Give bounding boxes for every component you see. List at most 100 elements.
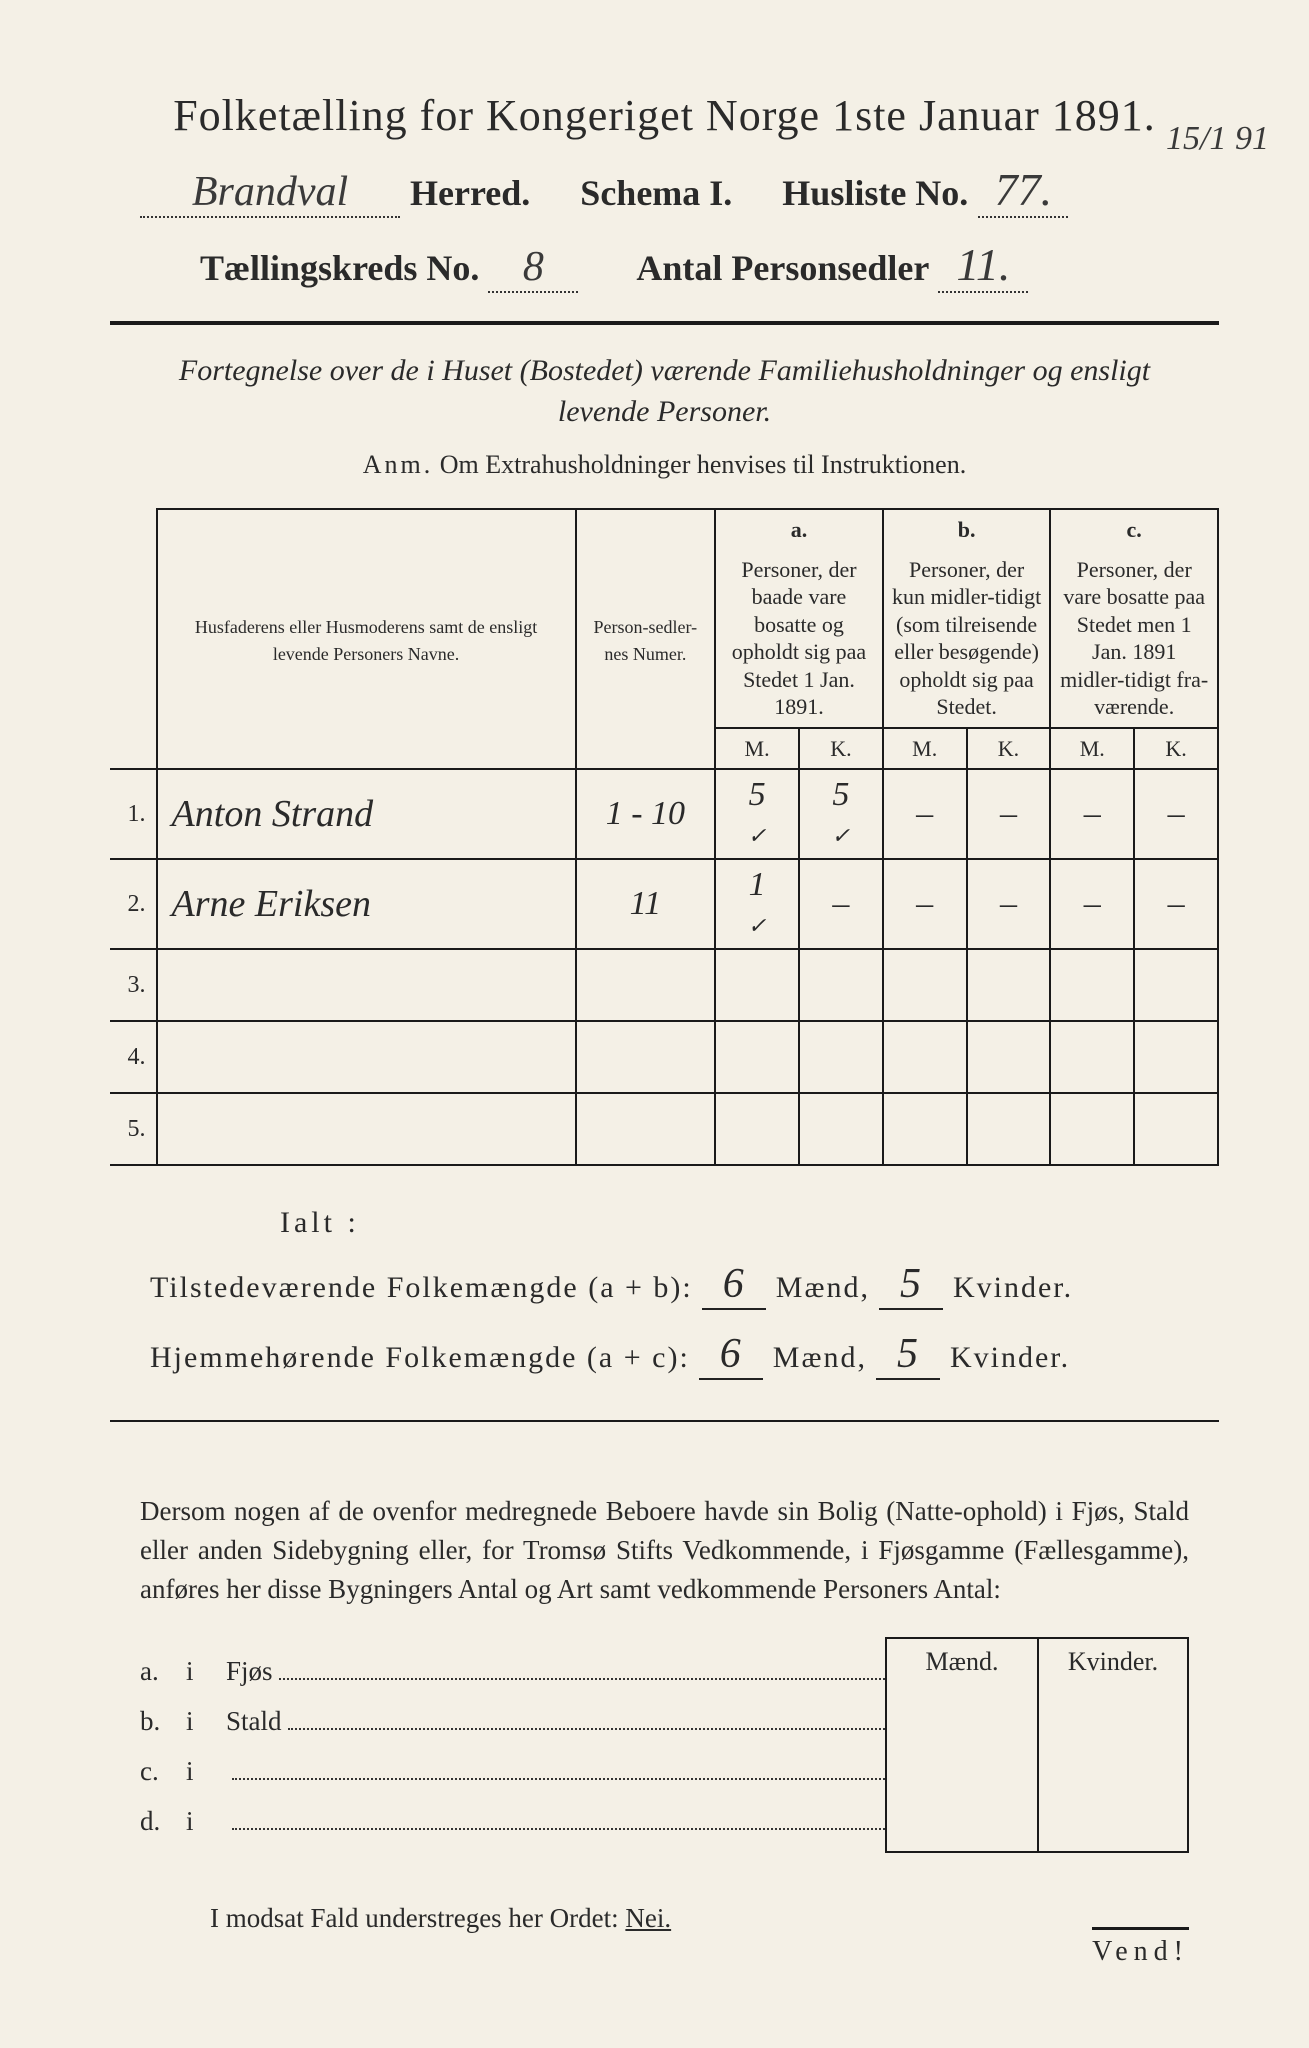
row-num — [576, 949, 716, 1021]
cell-cM — [1050, 949, 1134, 1021]
divider — [110, 321, 1219, 325]
col-c-M: M. — [1050, 728, 1134, 770]
cell-bK: – — [967, 859, 1051, 949]
cell-aM — [715, 1093, 799, 1165]
present-K: 5 — [879, 1260, 943, 1310]
cell-aM: 5✓ — [715, 769, 799, 859]
side-i: i — [186, 1656, 226, 1687]
cell-bK — [967, 949, 1051, 1021]
cell-bM: – — [883, 859, 967, 949]
col-c-K: K. — [1134, 728, 1218, 770]
kreds-value: 8 — [488, 243, 578, 293]
cell-aK — [799, 1021, 883, 1093]
col-num-head: Person-sedler-nes Numer. — [576, 509, 716, 769]
col-b-M: M. — [883, 728, 967, 770]
dotted-line — [279, 1653, 885, 1680]
present-M: 6 — [702, 1260, 766, 1310]
table-row: 2. Arne Eriksen 11 1✓ – – – – – — [110, 859, 1218, 949]
cell-bK — [967, 1021, 1051, 1093]
row-name: Anton Strand — [157, 769, 576, 859]
cell-cK — [1134, 1093, 1218, 1165]
side-head-K: Kvinder. — [1037, 1639, 1187, 1851]
page-title: Folketælling for Kongeriget Norge 1ste J… — [110, 90, 1219, 141]
cell-aK: – — [799, 859, 883, 949]
schema-label: Schema I. — [580, 172, 732, 214]
side-row: b. i Stald — [140, 1703, 885, 1737]
side-row: d. i — [140, 1803, 885, 1837]
side-i: i — [186, 1706, 226, 1737]
resident-label: Hjemmehørende Folkemængde (a + c): — [150, 1341, 690, 1374]
cell-bM — [883, 1093, 967, 1165]
row-idx: 4. — [110, 1021, 157, 1093]
side-building-paragraph: Dersom nogen af de ovenfor medregnede Be… — [110, 1492, 1219, 1609]
totals-row-present: Tilstedeværende Folkemængde (a + b): 6 M… — [150, 1260, 1219, 1310]
cell-cK: – — [1134, 859, 1218, 949]
header-line-herred: Brandval Herred. Schema I. Husliste No. … — [110, 163, 1219, 218]
side-left: a. i Fjøs b. i Stald c. i d. i — [140, 1637, 885, 1853]
row-idx: 2. — [110, 859, 157, 949]
antal-value: 11. — [938, 238, 1028, 293]
table-row: 3. — [110, 949, 1218, 1021]
cell-bM — [883, 949, 967, 1021]
cell-aM — [715, 949, 799, 1021]
row-name — [157, 1093, 576, 1165]
col-a-text: Personer, der baade vare bosatte og opho… — [715, 550, 883, 728]
row-num — [576, 1093, 716, 1165]
cell-aK — [799, 949, 883, 1021]
side-lab: a. — [140, 1656, 186, 1687]
side-right: Mænd. Kvinder. — [885, 1637, 1189, 1853]
row-name — [157, 1021, 576, 1093]
modsat-text: I modsat Fald understreges her Ordet: — [210, 1903, 619, 1933]
nei-word: Nei. — [625, 1903, 671, 1933]
divider — [110, 1420, 1219, 1422]
husliste-label: Husliste No. — [782, 172, 968, 214]
row-num: 1 - 10 — [576, 769, 716, 859]
anm-text: Om Extrahusholdninger henvises til Instr… — [440, 450, 966, 479]
cell-aK — [799, 1093, 883, 1165]
cell-cM: – — [1050, 769, 1134, 859]
row-num — [576, 1021, 716, 1093]
side-row: c. i — [140, 1753, 885, 1787]
totals-block: Ialt : Tilstedeværende Folkemængde (a + … — [110, 1206, 1219, 1380]
col-b-text: Personer, der kun midler-tidigt (som til… — [883, 550, 1051, 728]
vend-label: Vend! — [1092, 1927, 1189, 1968]
col-c-label: c. — [1050, 509, 1218, 550]
desc-line1: Fortegnelse over de i Huset (Bostedet) v… — [179, 354, 1150, 387]
col-a-label: a. — [715, 509, 883, 550]
row-name: Arne Eriksen — [157, 859, 576, 949]
herred-value: Brandval — [140, 168, 400, 218]
resident-K: 5 — [876, 1330, 940, 1380]
cell-aM — [715, 1021, 799, 1093]
cell-cK — [1134, 949, 1218, 1021]
cell-cM: – — [1050, 859, 1134, 949]
cell-cM — [1050, 1021, 1134, 1093]
row-num: 11 — [576, 859, 716, 949]
side-i: i — [186, 1756, 226, 1787]
row-name — [157, 949, 576, 1021]
table-row: 4. — [110, 1021, 1218, 1093]
cell-bM — [883, 1021, 967, 1093]
cell-bK: – — [967, 769, 1051, 859]
col-a-K: K. — [799, 728, 883, 770]
ialt-label: Ialt : — [280, 1206, 1219, 1240]
side-lab: b. — [140, 1706, 186, 1737]
kreds-label: Tællingskreds No. — [200, 248, 479, 288]
kvinder-label: Kvinder. — [953, 1271, 1073, 1304]
totals-row-resident: Hjemmehørende Folkemængde (a + c): 6 Mæn… — [150, 1330, 1219, 1380]
dotted-line — [232, 1753, 885, 1780]
side-building-table: a. i Fjøs b. i Stald c. i d. i — [110, 1637, 1219, 1853]
kvinder-label: Kvinder. — [950, 1341, 1070, 1374]
resident-M: 6 — [699, 1330, 763, 1380]
cell-cM — [1050, 1093, 1134, 1165]
margin-date-note: 15/1 91 — [1166, 120, 1269, 158]
col-b-K: K. — [967, 728, 1051, 770]
cell-aK: 5✓ — [799, 769, 883, 859]
antal-label: Antal Personsedler — [636, 248, 929, 288]
col-a-M: M. — [715, 728, 799, 770]
cell-bM: – — [883, 769, 967, 859]
cell-cK — [1134, 1021, 1218, 1093]
col-blank — [110, 509, 157, 769]
col-name-head: Husfaderens eller Husmoderens samt de en… — [157, 509, 576, 769]
cell-cK: – — [1134, 769, 1218, 859]
table-row: 1. Anton Strand 1 - 10 5✓ 5✓ – – – – — [110, 769, 1218, 859]
